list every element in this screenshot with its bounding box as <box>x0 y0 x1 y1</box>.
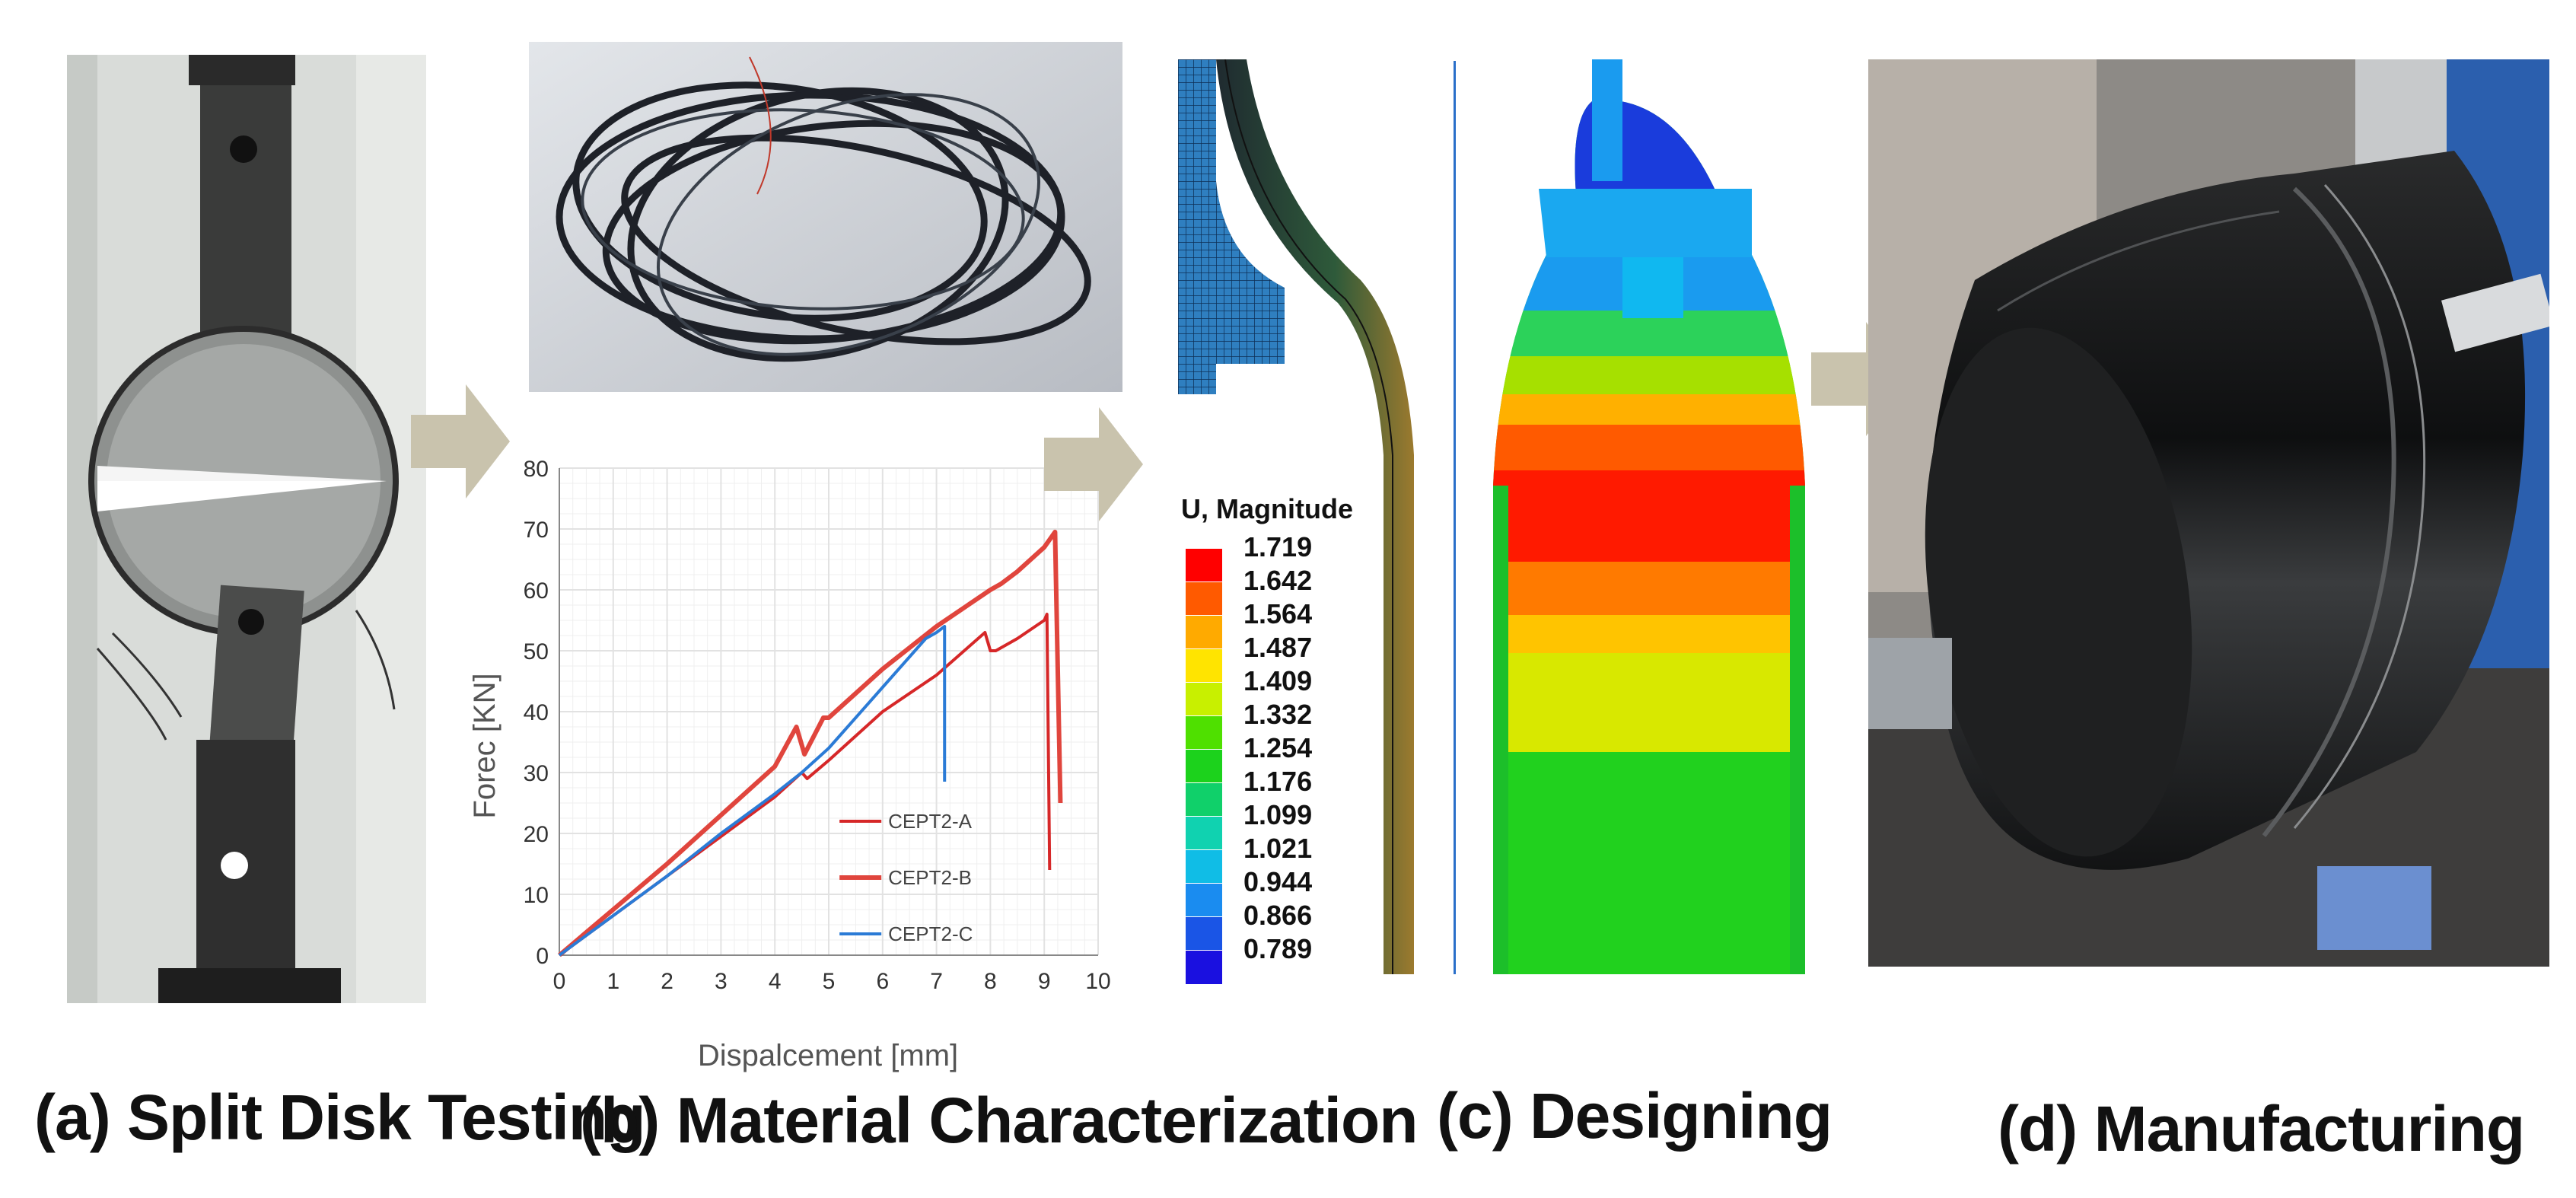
manufacturing-photo <box>1868 59 2549 967</box>
chart-y-axis-label: Forec [KN] <box>468 673 502 818</box>
fiber-rings-photo <box>529 42 1122 392</box>
panel-divider <box>1454 61 1456 974</box>
chart-x-tick-label: 6 <box>876 969 889 994</box>
contour-legend-value: 1.564 <box>1243 598 1313 629</box>
chart-series-line-cept2-c <box>558 625 947 957</box>
chart-legend-label: CEPT2-A <box>888 810 972 833</box>
contour-legend-row: 1.176 <box>1181 766 1379 817</box>
contour-legend-value: 1.176 <box>1243 766 1313 797</box>
contour-legend-value: 1.487 <box>1243 632 1313 663</box>
contour-legend-row: 1.409 <box>1181 665 1379 716</box>
chart-tick-labels: 0 1 2 3 4 5 6 7 8 9 10 0 10 20 30 40 50 60 70 80 <box>524 457 1111 994</box>
contour-legend-swatch <box>1186 648 1222 683</box>
contour-legend-value: 1.099 <box>1243 799 1313 830</box>
contour-legend-swatch <box>1186 749 1222 783</box>
contour-legend-row: 1.719 <box>1181 531 1379 582</box>
fe-mesh-model <box>1178 59 1414 974</box>
contour-legend-swatch <box>1186 682 1222 716</box>
contour-legend-swatch <box>1186 715 1222 750</box>
chart-y-tick-label: 0 <box>536 944 549 969</box>
contour-legend-row: 1.564 <box>1181 598 1379 649</box>
contour-legend-swatch <box>1186 615 1222 649</box>
chart-x-tick-label: 1 <box>607 969 619 994</box>
chart-x-tick-label: 9 <box>1038 969 1051 994</box>
contour-legend-row: 1.332 <box>1181 699 1379 750</box>
chart-series-line-cept2-a <box>558 613 1052 957</box>
split-disk-photo <box>67 55 426 1003</box>
caption-split-disk-testing: (a) Split Disk Testing <box>34 1082 646 1153</box>
contour-legend-row: 0.944 <box>1181 866 1379 917</box>
contour-legend-row: 1.099 <box>1181 799 1379 850</box>
contour-legend-value: 1.719 <box>1243 531 1313 562</box>
contour-legend-value: 0.944 <box>1243 866 1313 897</box>
chart-y-tick-label: 10 <box>524 883 549 908</box>
contour-legend-value: 1.642 <box>1243 565 1313 596</box>
contour-legend-row: 1.254 <box>1181 732 1379 783</box>
chart-grid <box>559 467 1099 956</box>
contour-legend-value: 0.866 <box>1243 900 1313 931</box>
contour-legend-value: 0.789 <box>1243 933 1313 964</box>
chart-x-tick-label: 10 <box>1085 969 1110 994</box>
chart-x-tick-label: 8 <box>984 969 997 994</box>
chart-x-tick-label: 7 <box>930 969 943 994</box>
chart-series-group <box>558 530 1063 957</box>
process-arrow-2 <box>1044 407 1143 521</box>
caption-material-characterization: (b) Material Characterization <box>580 1085 1419 1156</box>
chart-legend-label: CEPT2-C <box>888 922 973 945</box>
displacement-contour-plot <box>1493 59 1805 974</box>
chart-y-tick-label: 70 <box>524 518 549 543</box>
caption-designing: (c) Designing <box>1437 1080 1832 1152</box>
chart-x-tick-label: 4 <box>769 969 782 994</box>
contour-legend-value: 1.254 <box>1243 732 1313 763</box>
chart-axes <box>559 468 1098 956</box>
contour-legend-swatch <box>1186 816 1222 850</box>
chart-y-tick-label: 80 <box>524 457 549 482</box>
contour-legend-value: 1.409 <box>1243 665 1313 696</box>
contour-legend-row: 0.866 <box>1181 900 1379 951</box>
chart-x-tick-label: 3 <box>715 969 728 994</box>
contour-legend-row: 0.789 <box>1181 933 1379 984</box>
contour-legend-swatch <box>1186 916 1222 951</box>
chart-legend-label: CEPT2-B <box>888 866 972 889</box>
contour-legend-swatch <box>1186 581 1222 616</box>
chart-x-tick-label: 5 <box>823 969 836 994</box>
chart-x-tick-label: 0 <box>553 969 566 994</box>
chart-x-tick-label: 2 <box>661 969 673 994</box>
chart-y-tick-label: 40 <box>524 700 549 725</box>
chart-y-tick-label: 50 <box>524 639 549 664</box>
process-arrow-1 <box>411 384 510 499</box>
chart-series-line-cept2-b <box>558 530 1063 957</box>
contour-legend-value: 1.021 <box>1243 833 1313 864</box>
chart-y-tick-label: 60 <box>524 578 549 604</box>
contour-legend-swatch <box>1186 950 1222 984</box>
contour-legend-row: 1.021 <box>1181 833 1379 884</box>
contour-legend-swatch <box>1186 849 1222 884</box>
contour-legend-swatch <box>1186 548 1222 582</box>
chart-y-tick-label: 30 <box>524 761 549 786</box>
contour-legend-title: U, Magnitude <box>1181 493 1353 524</box>
contour-legend-row: 1.487 <box>1181 632 1379 683</box>
contour-legend-swatch <box>1186 883 1222 917</box>
contour-legend-value: 1.332 <box>1243 699 1313 730</box>
chart-y-tick-label: 20 <box>524 822 549 847</box>
caption-manufacturing: (d) Manufacturing <box>1998 1093 2525 1165</box>
contour-legend: U, Magnitude 1.719 1.642 1.564 1.487 1.409 1.… <box>1181 493 1379 984</box>
contour-legend-row: 1.642 <box>1181 565 1379 616</box>
chart-x-axis-label: Dispalcement [mm] <box>698 1039 958 1072</box>
contour-legend-swatch <box>1186 782 1222 817</box>
chart-legend: CEPT2-A CEPT2-B CEPT2-C <box>839 810 973 945</box>
